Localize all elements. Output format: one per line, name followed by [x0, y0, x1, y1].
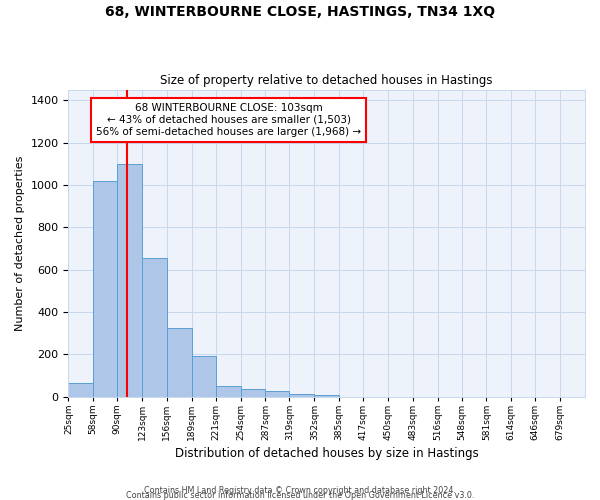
Bar	[117, 164, 142, 396]
Text: Contains HM Land Registry data © Crown copyright and database right 2024.: Contains HM Land Registry data © Crown c…	[144, 486, 456, 495]
Bar	[289, 394, 314, 396]
Text: 68, WINTERBOURNE CLOSE, HASTINGS, TN34 1XQ: 68, WINTERBOURNE CLOSE, HASTINGS, TN34 1…	[105, 5, 495, 19]
Y-axis label: Number of detached properties: Number of detached properties	[15, 156, 25, 331]
Text: Contains public sector information licensed under the Open Government Licence v3: Contains public sector information licen…	[126, 490, 474, 500]
Bar	[265, 392, 289, 396]
Title: Size of property relative to detached houses in Hastings: Size of property relative to detached ho…	[160, 74, 493, 87]
Bar	[314, 394, 339, 396]
X-axis label: Distribution of detached houses by size in Hastings: Distribution of detached houses by size …	[175, 447, 479, 460]
Bar	[241, 390, 265, 396]
Bar	[167, 328, 192, 396]
Bar	[192, 356, 216, 397]
Text: 68 WINTERBOURNE CLOSE: 103sqm
← 43% of detached houses are smaller (1,503)
56% o: 68 WINTERBOURNE CLOSE: 103sqm ← 43% of d…	[96, 104, 361, 136]
Bar	[68, 383, 93, 396]
Bar	[216, 386, 241, 396]
Bar	[93, 180, 117, 396]
Bar	[142, 258, 167, 396]
